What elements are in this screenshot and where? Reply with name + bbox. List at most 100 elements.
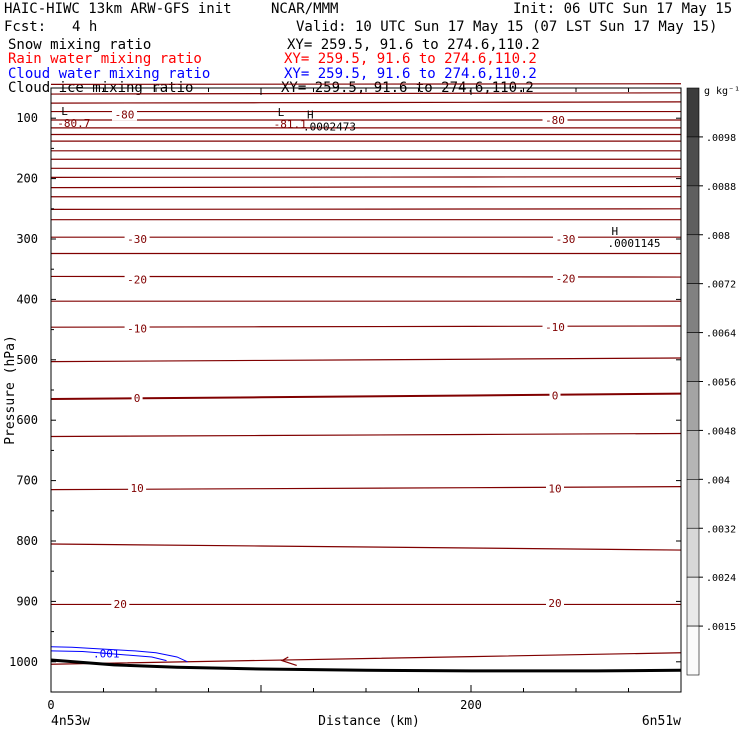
contour-label-knockout <box>124 233 150 245</box>
y-tick-label: 400 <box>16 292 38 306</box>
contour-labels: -80 -80 -30 -30 -20 -20 -10 -10 0 0 10 10 20 20 <box>111 108 578 611</box>
isotherm-line <box>50 176 682 178</box>
contour-label-knockout <box>131 391 143 404</box>
x-axis: 0 200 <box>47 88 682 712</box>
ground-surface <box>50 658 682 673</box>
isotherm-line <box>50 432 682 438</box>
extremum-value: .0002473 <box>303 121 356 134</box>
colorbar-label: .0098 <box>706 133 736 144</box>
contour-label-knockout <box>549 389 561 402</box>
isotherm-line <box>50 392 682 401</box>
isotherm-line <box>50 325 682 328</box>
y-tick-label: 100 <box>16 111 38 125</box>
y-tick-label: 800 <box>16 534 38 548</box>
field-cloudwater-xy: XY= 259.5, 91.6 to 274.6,110.2 <box>284 66 537 82</box>
colorbar-cell <box>686 283 700 333</box>
colorbar-label: .004 <box>706 475 730 486</box>
colorbar-label: .0024 <box>706 573 736 584</box>
contour-label: -30 <box>556 233 576 246</box>
x-left-location: 4n53w <box>51 714 90 729</box>
isotherm-line <box>50 92 682 95</box>
colorbar-cell <box>686 625 700 676</box>
ground-line <box>50 656 682 673</box>
colorbar-cell <box>686 430 700 480</box>
colorbar-cell <box>686 87 700 138</box>
contour-label: 10 <box>130 482 143 495</box>
contour-label: 0 <box>552 389 559 402</box>
isotherm-line <box>50 101 682 104</box>
forecast-hour: 4 h <box>72 19 98 35</box>
x-axis-label: Distance (km) <box>318 714 420 729</box>
isotherm-line <box>50 185 682 189</box>
colorbar-cell <box>686 527 700 578</box>
x-right-location: 6n51w <box>642 714 681 729</box>
colorbar-label: .0088 <box>706 182 736 193</box>
colorbar-label: .0064 <box>706 329 736 340</box>
y-tick-label: 700 <box>16 474 38 488</box>
valid-time: Valid: 10 UTC Sun 17 May 15 (07 LST Sun … <box>296 19 718 35</box>
cloud-water-contour <box>50 646 188 663</box>
extremum-mark: L <box>278 106 285 119</box>
isotherm-line <box>50 357 682 363</box>
x-tick-label: 0 <box>47 698 54 712</box>
colorbar-cell <box>686 234 700 284</box>
isotherm-line <box>50 543 682 551</box>
colorbar-label: .0048 <box>706 426 736 437</box>
contour-label-knockout <box>128 481 147 494</box>
contour-label: 10 <box>548 482 561 495</box>
y-axis-label: Pressure (hPa) <box>3 335 18 445</box>
forecast-label: Fcst: <box>4 19 47 35</box>
isotherm-line <box>50 486 682 491</box>
colorbar-label: .0072 <box>706 280 736 291</box>
contour-label: -10 <box>127 322 147 335</box>
field-cloudwater-name: Cloud water mixing ratio <box>8 66 211 82</box>
extremum-value: .0001145 <box>608 237 661 250</box>
isotherm-lines <box>50 83 682 665</box>
contour-label: -80 <box>115 109 135 122</box>
y-tick-label: 200 <box>16 172 38 186</box>
contour-label-knockout <box>553 272 578 285</box>
plot-frame <box>50 87 682 693</box>
contour-label-knockout <box>124 322 150 335</box>
init-time: Init: 06 UTC Sun 17 May 15 <box>513 1 733 17</box>
field-snow-xy: XY= 259.5, 91.6 to 274.6,110.2 <box>287 37 540 53</box>
colorbar-cell <box>686 576 700 627</box>
isotherm-line <box>50 652 682 665</box>
contour-label-knockout <box>124 273 150 286</box>
isotherm-line <box>50 83 682 85</box>
contour-label: 0 <box>134 392 141 405</box>
extremum-value: -80.7 <box>57 117 90 130</box>
contour-label: -30 <box>127 233 147 246</box>
field-rain-name: Rain water mixing ratio <box>8 51 202 67</box>
contour-label: -20 <box>556 272 576 285</box>
contour-label-knockout <box>112 108 137 121</box>
colorbar: .0098 .0088 .008 .0072 .0064 .0056 .0048 .004 .0… <box>686 87 736 676</box>
colorbar-cell <box>686 332 700 382</box>
cloud-water-contour <box>50 650 167 662</box>
extremum-mark: H <box>307 109 314 122</box>
contour-label-knockout <box>546 597 564 610</box>
contour-label: 20 <box>548 597 561 610</box>
y-tick-label: 600 <box>16 413 38 427</box>
model-title: HAIC-HIWC 13km ARW-GFS init <box>4 1 232 17</box>
colorbar-label: .0015 <box>706 622 736 633</box>
extremum-mark: L <box>61 105 68 118</box>
cloud-water-contours: .001 <box>50 646 188 663</box>
colorbar-cell <box>686 381 700 431</box>
extremum-value: -81.1 <box>274 118 307 131</box>
x-tick-label: 200 <box>460 698 482 712</box>
contour-label-knockout <box>546 482 564 495</box>
y-tick-label: 900 <box>16 594 38 608</box>
extremum-mark: H <box>612 225 619 238</box>
contour-label-knockout <box>111 597 130 610</box>
isotherm-line <box>50 208 682 211</box>
y-tick-label: 300 <box>16 232 38 246</box>
contour-label-knockout <box>542 114 568 127</box>
colorbar-cell <box>686 136 700 187</box>
contour-label: -10 <box>545 321 565 334</box>
colorbar-cell <box>686 185 700 236</box>
surface-isotherm-hook <box>280 656 297 666</box>
